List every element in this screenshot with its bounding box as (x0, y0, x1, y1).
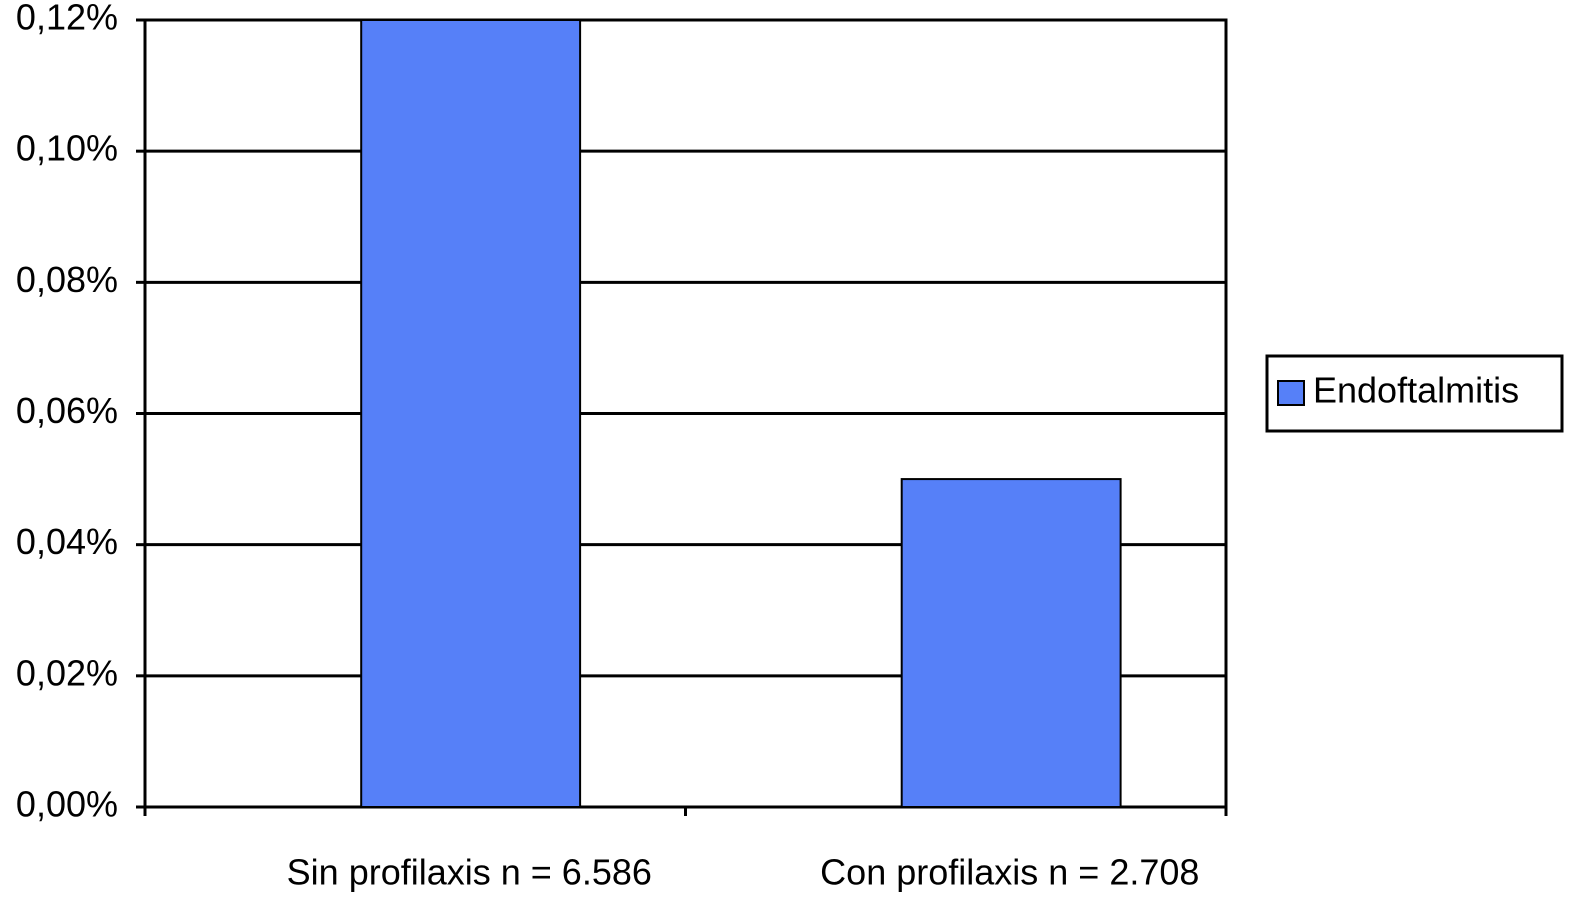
y-tick-label: 0,08% (16, 259, 118, 300)
y-tick-label: 0,12% (16, 0, 118, 38)
y-tick-label: 0,00% (16, 784, 118, 825)
legend-swatch (1277, 380, 1305, 406)
x-tick-label: Con profilaxis n = 2.708 (820, 852, 1199, 893)
y-tick-label: 0,06% (16, 390, 118, 431)
bar (900, 478, 1122, 808)
legend-box (1265, 354, 1564, 433)
y-tick-label: 0,02% (16, 652, 118, 693)
x-tick-label: Sin profilaxis n = 6.586 (287, 852, 652, 893)
y-tick-label: 0,10% (16, 128, 118, 169)
bar (360, 19, 582, 808)
legend-label: Endoftalmitis (1313, 370, 1519, 411)
y-tick-label: 0,04% (16, 521, 118, 562)
